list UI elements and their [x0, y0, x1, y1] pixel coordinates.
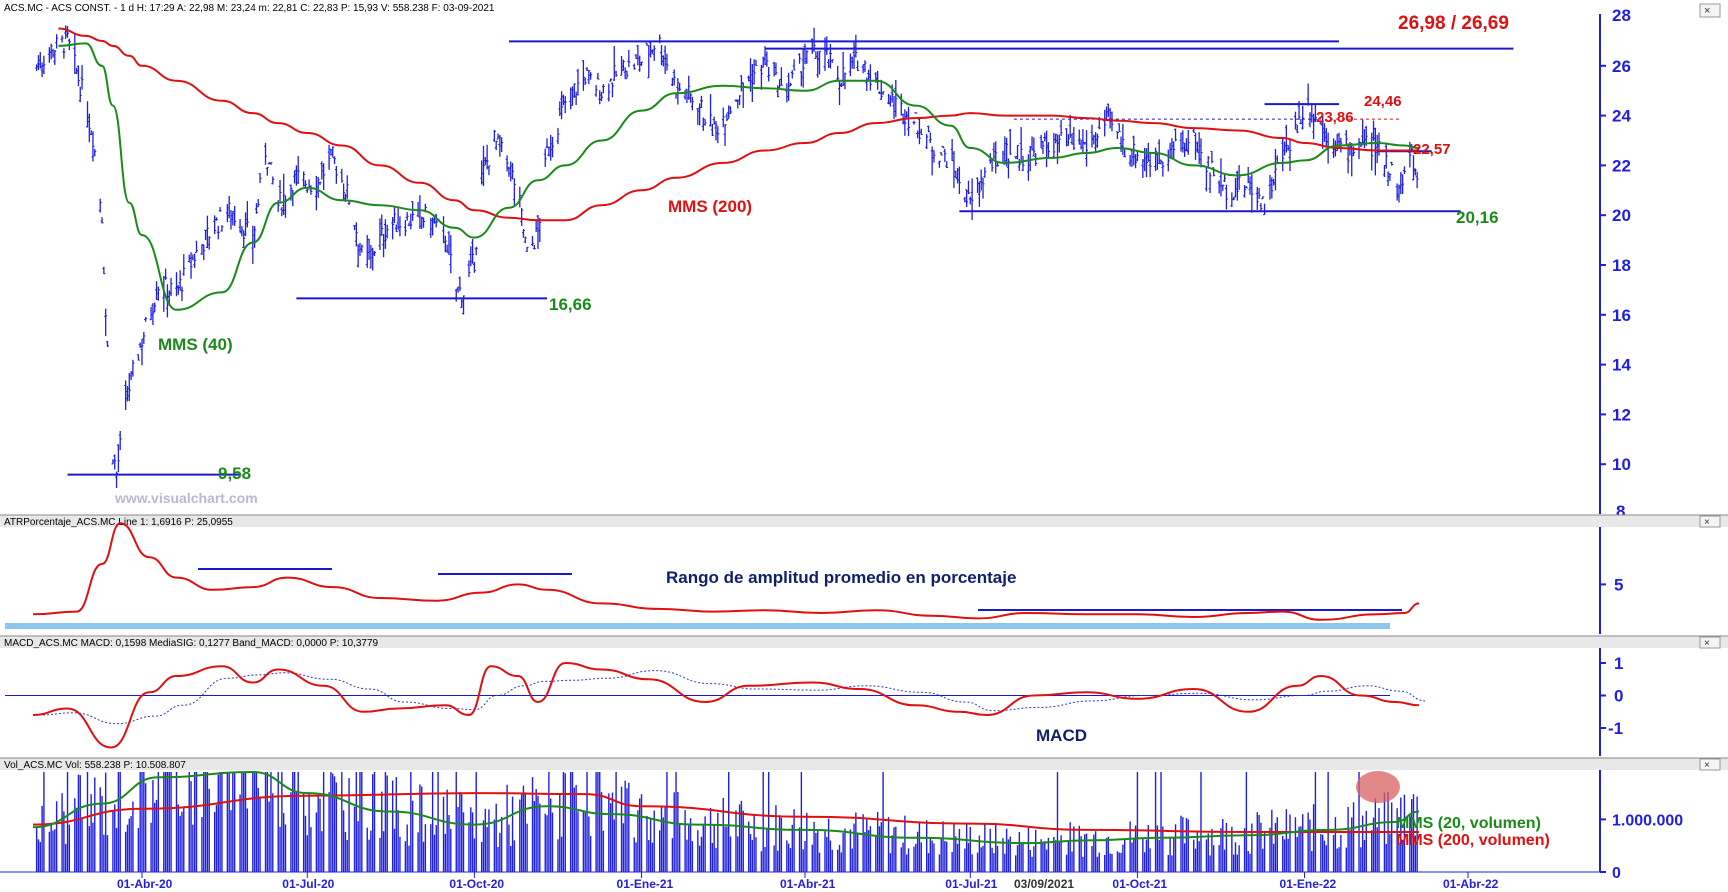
atr-panel-bar: [0, 515, 1728, 527]
volume-ytick-label: 1.000.000: [1612, 812, 1683, 829]
volume-panel-header: Vol_ACS.MC Vol: 558.238 P: 10.508.807: [4, 760, 186, 771]
main-ytick-label: 16: [1612, 306, 1631, 325]
main-panel-close-button[interactable]: [1699, 3, 1721, 18]
current-date-label: 03/09/2021: [1014, 877, 1074, 891]
close-icon[interactable]: ×: [1704, 517, 1710, 528]
volume-mms20-legend: MMS (20, volumen): [1396, 815, 1541, 832]
mms40-label: MMS (40): [158, 335, 233, 354]
close-icon[interactable]: ×: [1704, 638, 1710, 649]
x-axis: 01-Abr-20 01-Jul-20 01-Oct-20 01-Ene-21 01-A…: [0, 871, 1600, 891]
price-level-lines: [67, 40, 1514, 476]
mms200-line: [58, 27, 1419, 222]
x-tick-label: 01-Jul-21: [945, 877, 997, 891]
watermark: www.visualchart.com: [114, 490, 258, 506]
volume-mms200-legend: MMS (200, volumen): [1396, 832, 1550, 849]
x-tick-label: 01-Oct-20: [449, 877, 504, 891]
volume-panel-close-button[interactable]: [1699, 758, 1721, 771]
atr-panel-close-button[interactable]: [1699, 515, 1721, 528]
level-2016-label: 20,16: [1456, 208, 1499, 227]
macd-panel: MACD_ACS.MC MACD: 0,1598 MediaSIG: 0,127…: [0, 635, 1728, 756]
close-icon[interactable]: ×: [1704, 760, 1710, 771]
x-tick-label: 01-Abr-22: [1443, 877, 1499, 891]
main-ytick-label: 24: [1612, 107, 1631, 126]
macd-ytick-label: 0: [1614, 687, 1623, 706]
price-series: [35, 25, 1419, 488]
top-level-label: 26,98 / 26,69: [1398, 13, 1509, 34]
x-tick-label: 01-Ene-22: [1280, 877, 1337, 891]
level-2446-label: 24,46: [1364, 93, 1402, 110]
macd-ytick-label: -1: [1608, 719, 1623, 738]
macd-title: MACD: [1036, 726, 1087, 745]
mms200-label: MMS (200): [668, 197, 752, 216]
main-panel-header: ACS.MC - ACS CONST. - 1 d H: 17:29 A: 22…: [4, 3, 495, 14]
volume-highlight: [1356, 771, 1400, 803]
x-axis-ticks: 01-Abr-20 01-Jul-20 01-Oct-20 01-Ene-21 01-A…: [117, 872, 1499, 891]
main-ytick-label: 20: [1612, 206, 1631, 225]
x-tick-label: 01-Ene-21: [617, 877, 674, 891]
atr-panel: ATRPorcentaje_ACS.MC Line 1: 1,6916 P: 2…: [0, 514, 1728, 634]
volume-mms200-line: [32, 792, 1419, 834]
atr-line: [32, 522, 1420, 621]
main-ytick-label: 12: [1612, 405, 1631, 424]
macd-line: [32, 661, 1420, 749]
x-tick-label: 01-Oct-21: [1112, 877, 1167, 891]
main-ytick-label: 18: [1612, 256, 1631, 275]
volume-panel-bar: [0, 758, 1728, 770]
volume-ytick-label: 0: [1612, 865, 1621, 882]
atr-panel-header: ATRPorcentaje_ACS.MC Line 1: 1,6916 P: 2…: [4, 517, 233, 528]
x-tick-label: 01-Abr-20: [117, 877, 173, 891]
main-ytick-bottom-fragment: 8: [1616, 502, 1625, 521]
level-1666-label: 16,66: [549, 295, 592, 314]
main-ytick-top-fragment: 28: [1612, 6, 1631, 25]
level-958-label: 9,58: [218, 464, 251, 483]
main-ytick-label: 10: [1612, 455, 1631, 474]
main-ytick-label: 22: [1612, 156, 1631, 175]
level-2386-label: 23,86: [1316, 109, 1354, 126]
level-2257-label: 22,57: [1413, 141, 1451, 158]
main-ytick-label: 26: [1612, 57, 1631, 76]
atr-title: Rango de amplitud promedio en porcentaje: [666, 568, 1016, 587]
macd-panel-close-button[interactable]: [1699, 636, 1721, 649]
volume-mms20-line: [32, 770, 1420, 845]
mms40-line: [58, 42, 1420, 311]
x-tick-label: 01-Abr-21: [780, 877, 836, 891]
main-y-axis-ticks: 26 24 22 20 18 16 14 12 10: [1600, 57, 1631, 474]
macd-ytick-label: 1: [1614, 654, 1623, 673]
x-tick-label: 01-Jul-20: [282, 877, 334, 891]
atr-ytick-label: 5: [1614, 575, 1623, 594]
close-icon[interactable]: ×: [1704, 5, 1710, 17]
macd-y-axis-ticks: 1 0 -1: [1600, 654, 1623, 738]
main-panel: ACS.MC - ACS CONST. - 1 d H: 17:29 A: 22…: [4, 3, 1721, 521]
macd-panel-bar: [0, 636, 1728, 648]
atr-band: [5, 623, 1390, 629]
main-ytick-label: 14: [1612, 356, 1631, 375]
volume-y-axis-ticks: 1.000.000 0: [1600, 812, 1683, 882]
atr-y-axis-ticks: 5: [1600, 575, 1623, 594]
macd-signal-line: [38, 670, 1426, 725]
volume-panel: Vol_ACS.MC Vol: 558.238 P: 10.508.807 × …: [0, 757, 1728, 882]
macd-panel-header: MACD_ACS.MC MACD: 0,1598 MediaSIG: 0,127…: [4, 638, 379, 649]
